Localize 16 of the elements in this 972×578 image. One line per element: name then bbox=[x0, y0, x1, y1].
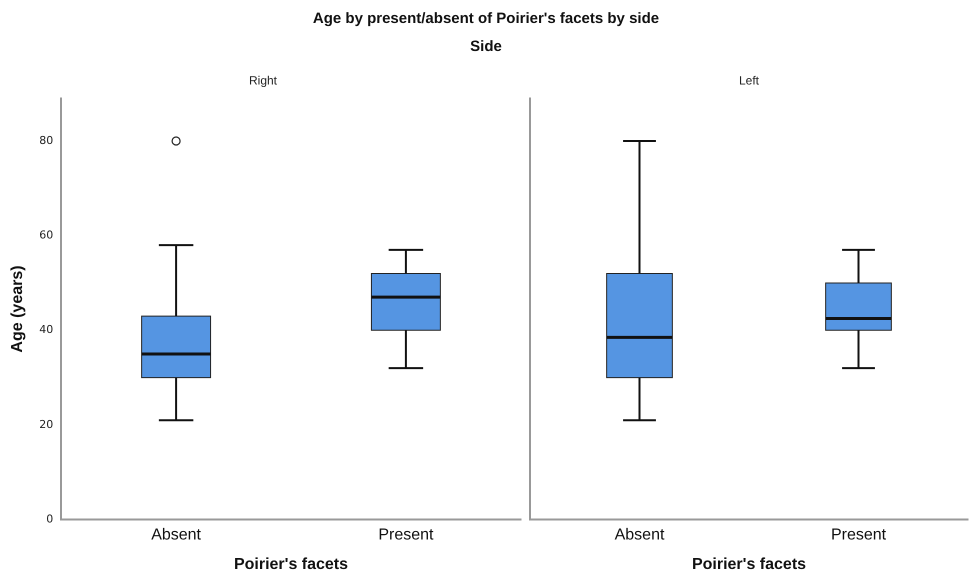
text: Right bbox=[248, 74, 278, 88]
chart-subtitle: Side bbox=[469, 38, 503, 55]
x-tick-label: Absent bbox=[151, 526, 202, 544]
x-axis-title: Poirier's facets bbox=[234, 556, 348, 573]
x-tick-label: Present bbox=[830, 526, 887, 544]
y-tick-label: 20 bbox=[39, 418, 54, 431]
x-tick-label: Present bbox=[378, 526, 434, 544]
x-axis-title: Poirier's facets bbox=[692, 556, 806, 573]
y-tick-label: 0 bbox=[46, 512, 54, 526]
y-tick-label: 60 bbox=[39, 228, 54, 242]
y-axis-title: Age (years) bbox=[9, 265, 26, 353]
x-tick-label: Absent bbox=[614, 526, 665, 544]
y-tick-label: 40 bbox=[39, 323, 54, 336]
text: Left bbox=[738, 74, 760, 88]
chart-title: Age by present/absent of Poirier's facets by side bbox=[312, 10, 660, 27]
y-tick-label: 80 bbox=[39, 134, 54, 147]
